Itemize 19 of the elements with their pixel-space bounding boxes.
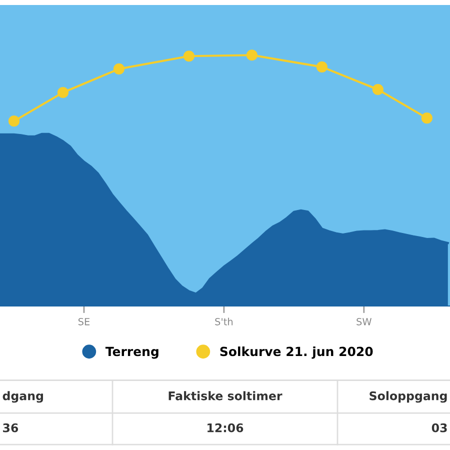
- point: [316, 61, 328, 72]
- text: 36: [3, 423, 18, 432]
- text: Soloppgang: [370, 391, 447, 403]
- legend-label: Solkurve 21. jun 2020: [220, 346, 373, 359]
- legend-label: Terreng: [105, 346, 158, 359]
- point: [113, 63, 125, 74]
- point: [8, 116, 20, 127]
- text: dgang: [2, 391, 43, 403]
- x-tick-label: SW: [356, 318, 372, 326]
- text: 03: [432, 423, 447, 432]
- text: Faktiske soltimer: [168, 391, 282, 400]
- point: [421, 112, 432, 124]
- point: [246, 50, 258, 61]
- text: 12:06: [208, 423, 244, 432]
- point: [57, 86, 69, 98]
- x-tick-label: SE: [78, 318, 90, 326]
- x-tick-label: S'th: [215, 318, 233, 326]
- point: [183, 50, 195, 62]
- point: [372, 84, 384, 96]
